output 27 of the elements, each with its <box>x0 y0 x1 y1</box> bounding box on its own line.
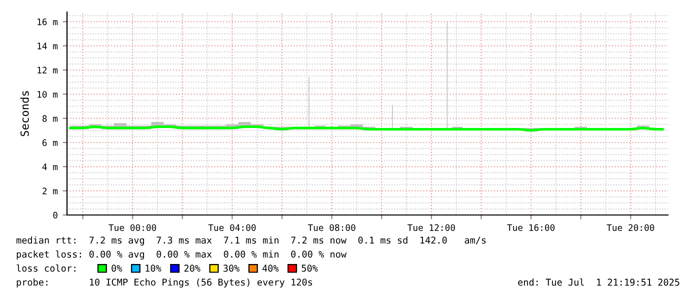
y-tick-label: 6 m <box>42 139 58 146</box>
x-tick-label: Tue 20:00 <box>606 224 654 231</box>
legend-label: 50% <box>302 264 318 272</box>
y-tick-label: 4 m <box>42 164 58 170</box>
y-tick-label: 16 m <box>38 18 58 26</box>
y-tick-label: 8 m <box>42 115 58 122</box>
y-tick-label: 10 m <box>38 90 58 98</box>
legend-label: 30% <box>223 264 240 272</box>
legend-label: 10% <box>146 264 162 272</box>
x-tick-label: Tue 00:00 <box>108 224 156 231</box>
y-tick-label: 2 m <box>42 188 58 194</box>
text: end: Tue Jul 1 21:19:51 2025 <box>518 278 680 286</box>
y-tick-label: 14 m <box>38 42 58 50</box>
legend-title: loss color: <box>16 264 76 272</box>
text: probe: 10 ICMP Echo Pings (56 Bytes) every 120s <box>16 278 312 288</box>
x-tick-label: Tue 12:00 <box>408 224 455 231</box>
legend-label: 0% <box>112 264 122 272</box>
x-tick-label: Tue 04:00 <box>208 224 256 231</box>
text: median rtt: 7.2 ms avg 7.3 ms max 7.1 ms min 7.2 ms now 0.1 ms sd 142.0 am/s <box>16 236 486 246</box>
y-tick-label: 0 <box>53 212 58 219</box>
legend-label: 20% <box>184 264 200 272</box>
y-tick-label: 12 m <box>38 66 58 74</box>
x-tick-label: Tue 08:00 <box>308 224 356 231</box>
text: packet loss: 0.00 % avg 0.00 % max 0.00 % min 0.00 % now <box>16 250 347 260</box>
legend-label: 40% <box>262 264 279 272</box>
y-axis-title: Seconds <box>20 91 29 136</box>
x-tick-label: Tue 16:00 <box>507 224 555 231</box>
